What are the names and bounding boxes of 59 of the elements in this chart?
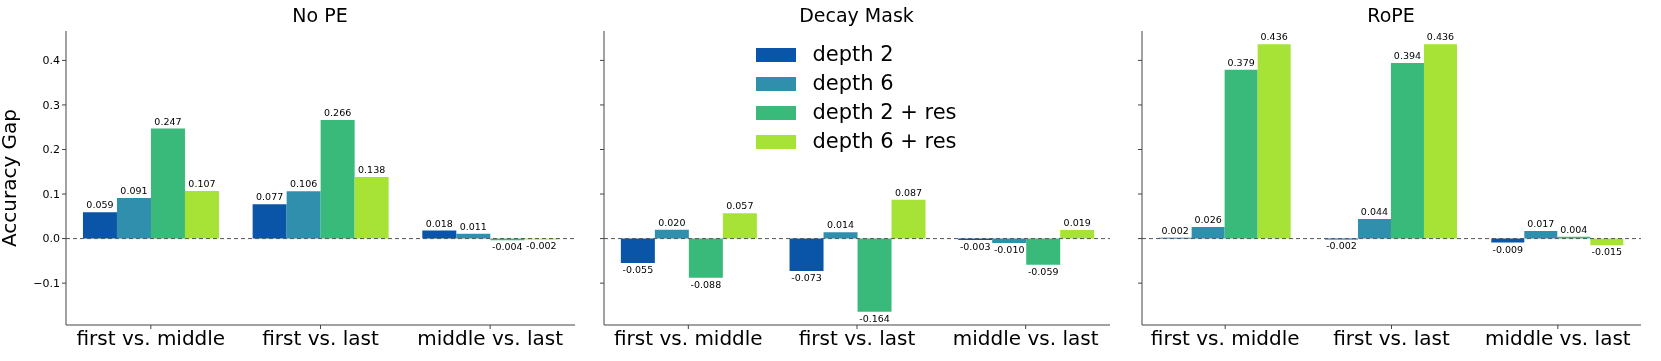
y-tick-label: 0.0: [42, 232, 60, 246]
data-label: 0.059: [86, 199, 114, 211]
x-tick-label: middle vs. last: [1484, 326, 1631, 351]
y-tick-label: 0.1: [42, 187, 60, 201]
data-label: 0.017: [1527, 218, 1555, 230]
y-tick-label: 0.4: [42, 54, 60, 68]
data-label: -0.088: [690, 278, 722, 290]
data-label: 0.394: [1393, 50, 1422, 62]
data-label: 0.379: [1227, 56, 1255, 68]
y-axis-title: Accuracy Gap: [0, 108, 22, 248]
data-label: -0.164: [859, 312, 890, 324]
data-label: 0.107: [188, 177, 216, 189]
chart-title: RoPE: [1366, 4, 1416, 26]
data-label: 0.011: [459, 220, 487, 232]
data-label: 0.087: [894, 186, 923, 198]
data-label: -0.004: [491, 241, 523, 253]
data-label: 0.020: [658, 216, 686, 228]
x-tick-label: first vs. middle: [613, 326, 763, 351]
data-label: -0.010: [993, 244, 1025, 256]
data-label: 0.266: [324, 107, 352, 119]
y-tick-label: −0.1: [33, 277, 60, 291]
legend-label: depth 6 + res: [812, 128, 957, 155]
data-label: 0.057: [726, 200, 754, 212]
data-label: 0.018: [425, 217, 453, 229]
x-tick-label: first vs. middle: [1150, 326, 1300, 351]
x-tick-label: middle vs. last: [417, 326, 564, 351]
x-tick-label: first vs. last: [1333, 326, 1450, 351]
x-tick-label: first vs. last: [798, 326, 916, 351]
data-label: -0.003: [959, 240, 991, 252]
data-label: 0.106: [290, 178, 318, 190]
chart-title: No PE: [291, 4, 349, 26]
data-label: 0.077: [256, 191, 284, 203]
data-label: 0.044: [1360, 205, 1389, 217]
data-label: -0.002: [1326, 240, 1357, 252]
legend-label: depth 2: [812, 41, 894, 68]
data-label: -0.002: [525, 240, 557, 252]
data-label: 0.247: [154, 115, 182, 127]
data-label: 0.026: [1194, 214, 1222, 225]
data-label: -0.055: [622, 264, 654, 276]
data-label: 0.436: [1426, 31, 1455, 43]
y-tick-label: 0.3: [42, 98, 60, 112]
data-label: -0.073: [791, 272, 822, 284]
data-label: 0.091: [120, 185, 148, 197]
chart-title: Decay Mask: [798, 4, 915, 26]
legend-label: depth 2 + res: [812, 99, 957, 126]
legend-label: depth 6: [812, 70, 894, 97]
x-tick-label: middle vs. last: [952, 326, 1099, 351]
y-tick-label: 0.2: [42, 143, 60, 157]
data-label: 0.014: [826, 219, 855, 231]
data-label: -0.009: [1492, 243, 1524, 255]
x-tick-label: first vs. last: [262, 326, 379, 351]
data-label: 0.436: [1260, 31, 1288, 43]
data-label: -0.015: [1591, 246, 1623, 258]
data-label: -0.059: [1027, 265, 1059, 277]
x-tick-label: first vs. middle: [76, 326, 226, 351]
data-label: 0.004: [1560, 223, 1588, 235]
data-label: 0.138: [358, 164, 386, 176]
data-label: 0.002: [1161, 224, 1189, 236]
data-label: 0.019: [1063, 217, 1091, 229]
